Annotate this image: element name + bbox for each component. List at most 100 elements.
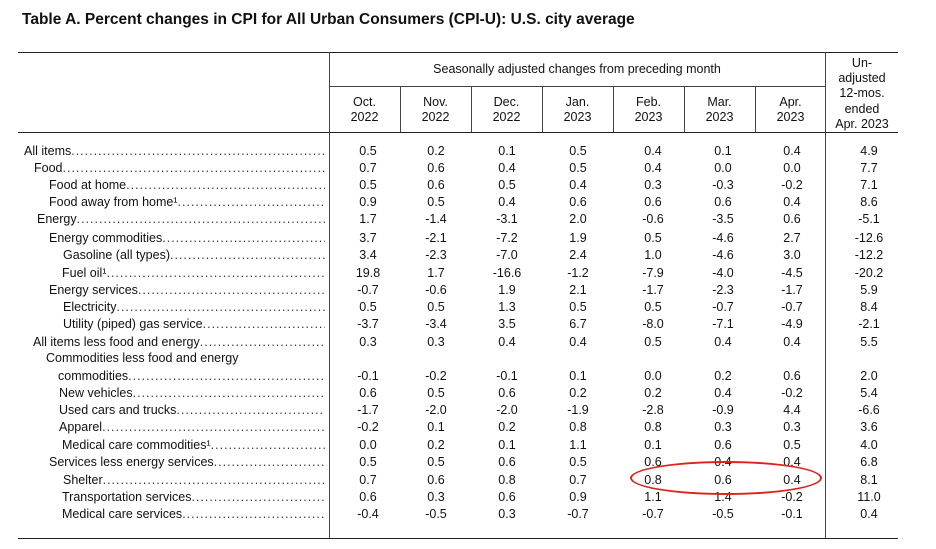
value-cell: 0.4 xyxy=(783,195,801,209)
value-cell: -0.2 xyxy=(781,386,803,400)
value-cell: 0.5 xyxy=(359,300,377,314)
value-cell: 0.6 xyxy=(427,178,445,192)
table-row: Food away from home¹ 0.9 0.5 0.4 0.6 0.6 0.6 0.… xyxy=(0,195,936,212)
value-cell: 0.1 xyxy=(569,369,587,383)
row-label: Food away from home¹ xyxy=(49,195,325,209)
value-cell: -2.0 xyxy=(496,403,518,417)
value-cell: 0.8 xyxy=(644,420,662,434)
value-cell: 1.1 xyxy=(644,490,662,504)
value-cell: 0.7 xyxy=(569,473,587,487)
unadjusted-value-cell: 4.0 xyxy=(860,438,878,452)
value-cell: 0.3 xyxy=(714,420,732,434)
value-cell: 0.5 xyxy=(569,144,587,158)
unadjusted-value-cell: -6.6 xyxy=(858,403,880,417)
unadjusted-value-cell: 8.6 xyxy=(860,195,878,209)
value-cell: 0.1 xyxy=(498,438,516,452)
value-cell: -7.9 xyxy=(642,266,664,280)
value-cell: -2.3 xyxy=(425,248,447,262)
value-cell: 0.6 xyxy=(783,369,801,383)
value-cell: 0.2 xyxy=(427,144,445,158)
table-row: Apparel -0.2 0.1 0.2 0.8 0.8 0.3 0.3 3.6 xyxy=(0,420,936,437)
row-label: Food xyxy=(34,161,325,175)
value-cell: 0.6 xyxy=(644,195,662,209)
unadjusted-value-cell: 11.0 xyxy=(857,490,881,504)
row-label: Used cars and trucks xyxy=(59,403,325,417)
value-cell: 19.8 xyxy=(355,266,381,280)
value-cell: 0.1 xyxy=(714,144,732,158)
unadjusted-value-cell: 8.1 xyxy=(860,473,878,487)
value-cell: -7.0 xyxy=(496,248,518,262)
value-cell: -0.7 xyxy=(642,507,664,521)
value-cell: 0.2 xyxy=(569,386,587,400)
value-cell: 0.5 xyxy=(359,144,377,158)
value-cell: -0.4 xyxy=(357,507,379,521)
value-cell: 0.6 xyxy=(427,473,445,487)
unadjusted-value-cell: 3.6 xyxy=(860,420,878,434)
value-cell: -0.1 xyxy=(357,369,379,383)
value-cell: 0.5 xyxy=(569,300,587,314)
value-cell: 0.5 xyxy=(498,178,516,192)
col-divider xyxy=(684,86,685,132)
value-cell: -2.8 xyxy=(642,403,664,417)
row-label: Utility (piped) gas service xyxy=(63,317,325,331)
value-cell: -2.0 xyxy=(425,403,447,417)
table-title: Table A. Percent changes in CPI for All … xyxy=(22,11,635,28)
table-row: Transportation services0.60.30.60.91.11.… xyxy=(0,490,936,507)
value-cell: 1.3 xyxy=(498,300,516,314)
value-cell: 0.7 xyxy=(359,161,377,175)
unadjusted-value-cell: 2.0 xyxy=(860,369,878,383)
header-bottom-rule xyxy=(18,132,898,133)
value-cell: -4.0 xyxy=(712,266,734,280)
value-cell: 2.0 xyxy=(569,212,587,226)
unadjusted-header: Un- adjusted 12-mos. ended Apr. 2023 xyxy=(835,56,889,131)
value-cell: 0.9 xyxy=(569,490,587,504)
unadjusted-value-cell: -2.1 xyxy=(858,317,880,331)
value-cell: 0.6 xyxy=(714,438,732,452)
value-cell: -1.4 xyxy=(425,212,447,226)
row-label: Medical care commodities¹ xyxy=(62,438,325,452)
value-cell: -1.7 xyxy=(642,283,664,297)
value-cell: 0.5 xyxy=(569,455,587,469)
value-cell: 0.0 xyxy=(714,161,732,175)
value-cell: -0.1 xyxy=(496,369,518,383)
value-cell: 0.5 xyxy=(359,455,377,469)
table-row: Used cars and trucks -1.7 -2.0 -2.0 -1.9 -2.8… xyxy=(0,403,936,420)
top-rule xyxy=(18,52,898,53)
value-cell: 3.0 xyxy=(783,248,801,262)
value-cell: 0.0 xyxy=(644,369,662,383)
value-cell: 1.7 xyxy=(427,266,445,280)
value-cell: -7.2 xyxy=(496,231,518,245)
value-cell: -4.5 xyxy=(781,266,803,280)
value-cell: 0.0 xyxy=(783,161,801,175)
value-cell: 0.2 xyxy=(498,420,516,434)
table-row: All items 0.5 0.2 0.1 0.5 0.4 0.1 0.4 4.9 xyxy=(0,144,936,161)
value-cell: 0.4 xyxy=(783,335,801,349)
value-cell: 0.9 xyxy=(359,195,377,209)
value-cell: -0.2 xyxy=(781,178,803,192)
value-cell: 0.5 xyxy=(427,300,445,314)
value-cell: -4.9 xyxy=(781,317,803,331)
unadjusted-value-cell: -20.2 xyxy=(854,266,884,280)
value-cell: -0.7 xyxy=(781,300,803,314)
value-cell: 0.2 xyxy=(427,438,445,452)
row-label: Gasoline (all types) xyxy=(63,248,325,262)
value-cell: -7.1 xyxy=(712,317,734,331)
value-cell: 0.4 xyxy=(569,178,587,192)
value-cell: 0.3 xyxy=(783,420,801,434)
unadjusted-value-cell: 7.7 xyxy=(860,161,878,175)
row-label-continuation: Commodities less food and energy xyxy=(46,351,239,365)
value-cell: 0.6 xyxy=(359,386,377,400)
row-label: Transportation services xyxy=(62,490,325,504)
value-cell: -0.7 xyxy=(357,283,379,297)
value-cell: 3.4 xyxy=(359,248,377,262)
row-label: Medical care services xyxy=(62,507,325,521)
value-cell: 2.1 xyxy=(569,283,587,297)
value-cell: -0.5 xyxy=(712,507,734,521)
table-row: Gasoline (all types) 3.4 -2.3 -7.0 2.4 1.0 -4.… xyxy=(0,248,936,265)
month-column-header: Jan. 2023 xyxy=(563,95,592,124)
value-cell: 0.8 xyxy=(569,420,587,434)
row-label: Apparel xyxy=(59,420,325,434)
value-cell: 0.3 xyxy=(498,507,516,521)
unadjusted-value-cell: -12.2 xyxy=(854,248,884,262)
unadjusted-value-cell: 7.1 xyxy=(860,178,878,192)
